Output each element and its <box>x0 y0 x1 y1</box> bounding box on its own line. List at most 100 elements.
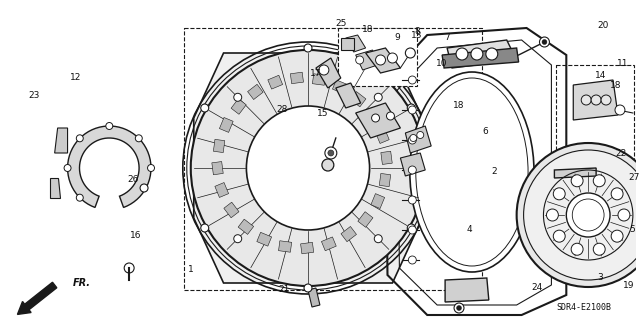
Bar <box>321 237 336 251</box>
Bar <box>184 28 482 290</box>
Circle shape <box>106 122 113 130</box>
Polygon shape <box>573 80 618 120</box>
Polygon shape <box>346 35 365 52</box>
Polygon shape <box>401 153 425 176</box>
Circle shape <box>387 112 394 120</box>
Bar <box>332 80 348 94</box>
Circle shape <box>124 263 134 273</box>
Circle shape <box>387 53 397 63</box>
Polygon shape <box>445 278 489 302</box>
Bar <box>224 202 239 218</box>
Circle shape <box>408 76 416 84</box>
Circle shape <box>319 65 329 75</box>
Polygon shape <box>442 48 518 68</box>
Text: 7: 7 <box>444 33 450 42</box>
Circle shape <box>408 256 416 264</box>
Ellipse shape <box>410 72 534 272</box>
Circle shape <box>593 243 605 255</box>
Circle shape <box>456 48 468 60</box>
Circle shape <box>553 230 565 242</box>
Circle shape <box>374 93 382 101</box>
Text: FR.: FR. <box>72 278 90 288</box>
Circle shape <box>547 209 558 221</box>
Circle shape <box>201 224 209 232</box>
Bar <box>312 74 326 85</box>
Circle shape <box>615 105 625 115</box>
Bar <box>301 242 314 254</box>
Bar <box>371 194 385 209</box>
Polygon shape <box>68 126 151 207</box>
Bar <box>278 241 292 252</box>
Bar <box>341 226 356 242</box>
Text: 15: 15 <box>317 108 329 117</box>
Text: 21: 21 <box>278 286 290 294</box>
Text: 10: 10 <box>436 60 448 69</box>
Circle shape <box>405 48 415 58</box>
Circle shape <box>408 196 416 204</box>
Circle shape <box>516 143 640 287</box>
Polygon shape <box>316 58 340 88</box>
Circle shape <box>540 37 549 47</box>
Text: 19: 19 <box>623 280 635 290</box>
Bar <box>556 65 634 165</box>
Circle shape <box>454 303 464 313</box>
Circle shape <box>407 104 415 112</box>
Polygon shape <box>447 40 516 68</box>
Text: 28: 28 <box>276 106 288 115</box>
Circle shape <box>148 165 154 172</box>
Circle shape <box>566 193 610 237</box>
Bar <box>212 161 223 175</box>
Circle shape <box>325 147 337 159</box>
Circle shape <box>611 230 623 242</box>
Circle shape <box>76 135 83 142</box>
Circle shape <box>571 175 583 187</box>
Circle shape <box>611 188 623 200</box>
Circle shape <box>553 188 565 200</box>
Circle shape <box>328 150 334 156</box>
Bar <box>248 84 263 100</box>
Circle shape <box>410 135 417 142</box>
Text: 25: 25 <box>335 19 346 27</box>
Text: 6: 6 <box>482 128 488 137</box>
Text: 9: 9 <box>394 33 400 41</box>
Bar <box>381 151 392 165</box>
Circle shape <box>191 50 425 286</box>
Text: 23: 23 <box>28 91 40 100</box>
Text: 18: 18 <box>453 100 465 109</box>
Circle shape <box>591 95 601 105</box>
Polygon shape <box>365 48 401 73</box>
Circle shape <box>581 95 591 105</box>
Bar <box>376 129 389 144</box>
Bar <box>220 117 233 132</box>
Text: 16: 16 <box>131 232 142 241</box>
Circle shape <box>64 165 71 172</box>
Circle shape <box>374 235 382 243</box>
Polygon shape <box>336 83 361 108</box>
Bar <box>231 99 246 114</box>
Bar <box>338 28 417 86</box>
Text: 26: 26 <box>127 175 139 184</box>
Polygon shape <box>54 128 68 153</box>
Circle shape <box>372 114 380 122</box>
Polygon shape <box>405 126 431 153</box>
Text: 14: 14 <box>595 70 607 79</box>
Circle shape <box>356 56 364 64</box>
FancyArrow shape <box>17 282 57 315</box>
Circle shape <box>201 104 209 112</box>
Polygon shape <box>356 103 401 138</box>
Polygon shape <box>340 38 354 50</box>
Polygon shape <box>308 288 320 307</box>
Text: 11: 11 <box>617 60 628 69</box>
Circle shape <box>304 284 312 292</box>
Bar <box>365 108 380 124</box>
Polygon shape <box>194 53 422 283</box>
Circle shape <box>524 150 640 280</box>
Circle shape <box>304 44 312 52</box>
Bar <box>257 232 271 246</box>
Text: 24: 24 <box>531 283 542 292</box>
Bar <box>238 219 253 234</box>
Circle shape <box>408 166 416 174</box>
Circle shape <box>408 136 416 144</box>
Text: SDR4-E2100B: SDR4-E2100B <box>557 303 612 313</box>
Circle shape <box>407 224 415 232</box>
